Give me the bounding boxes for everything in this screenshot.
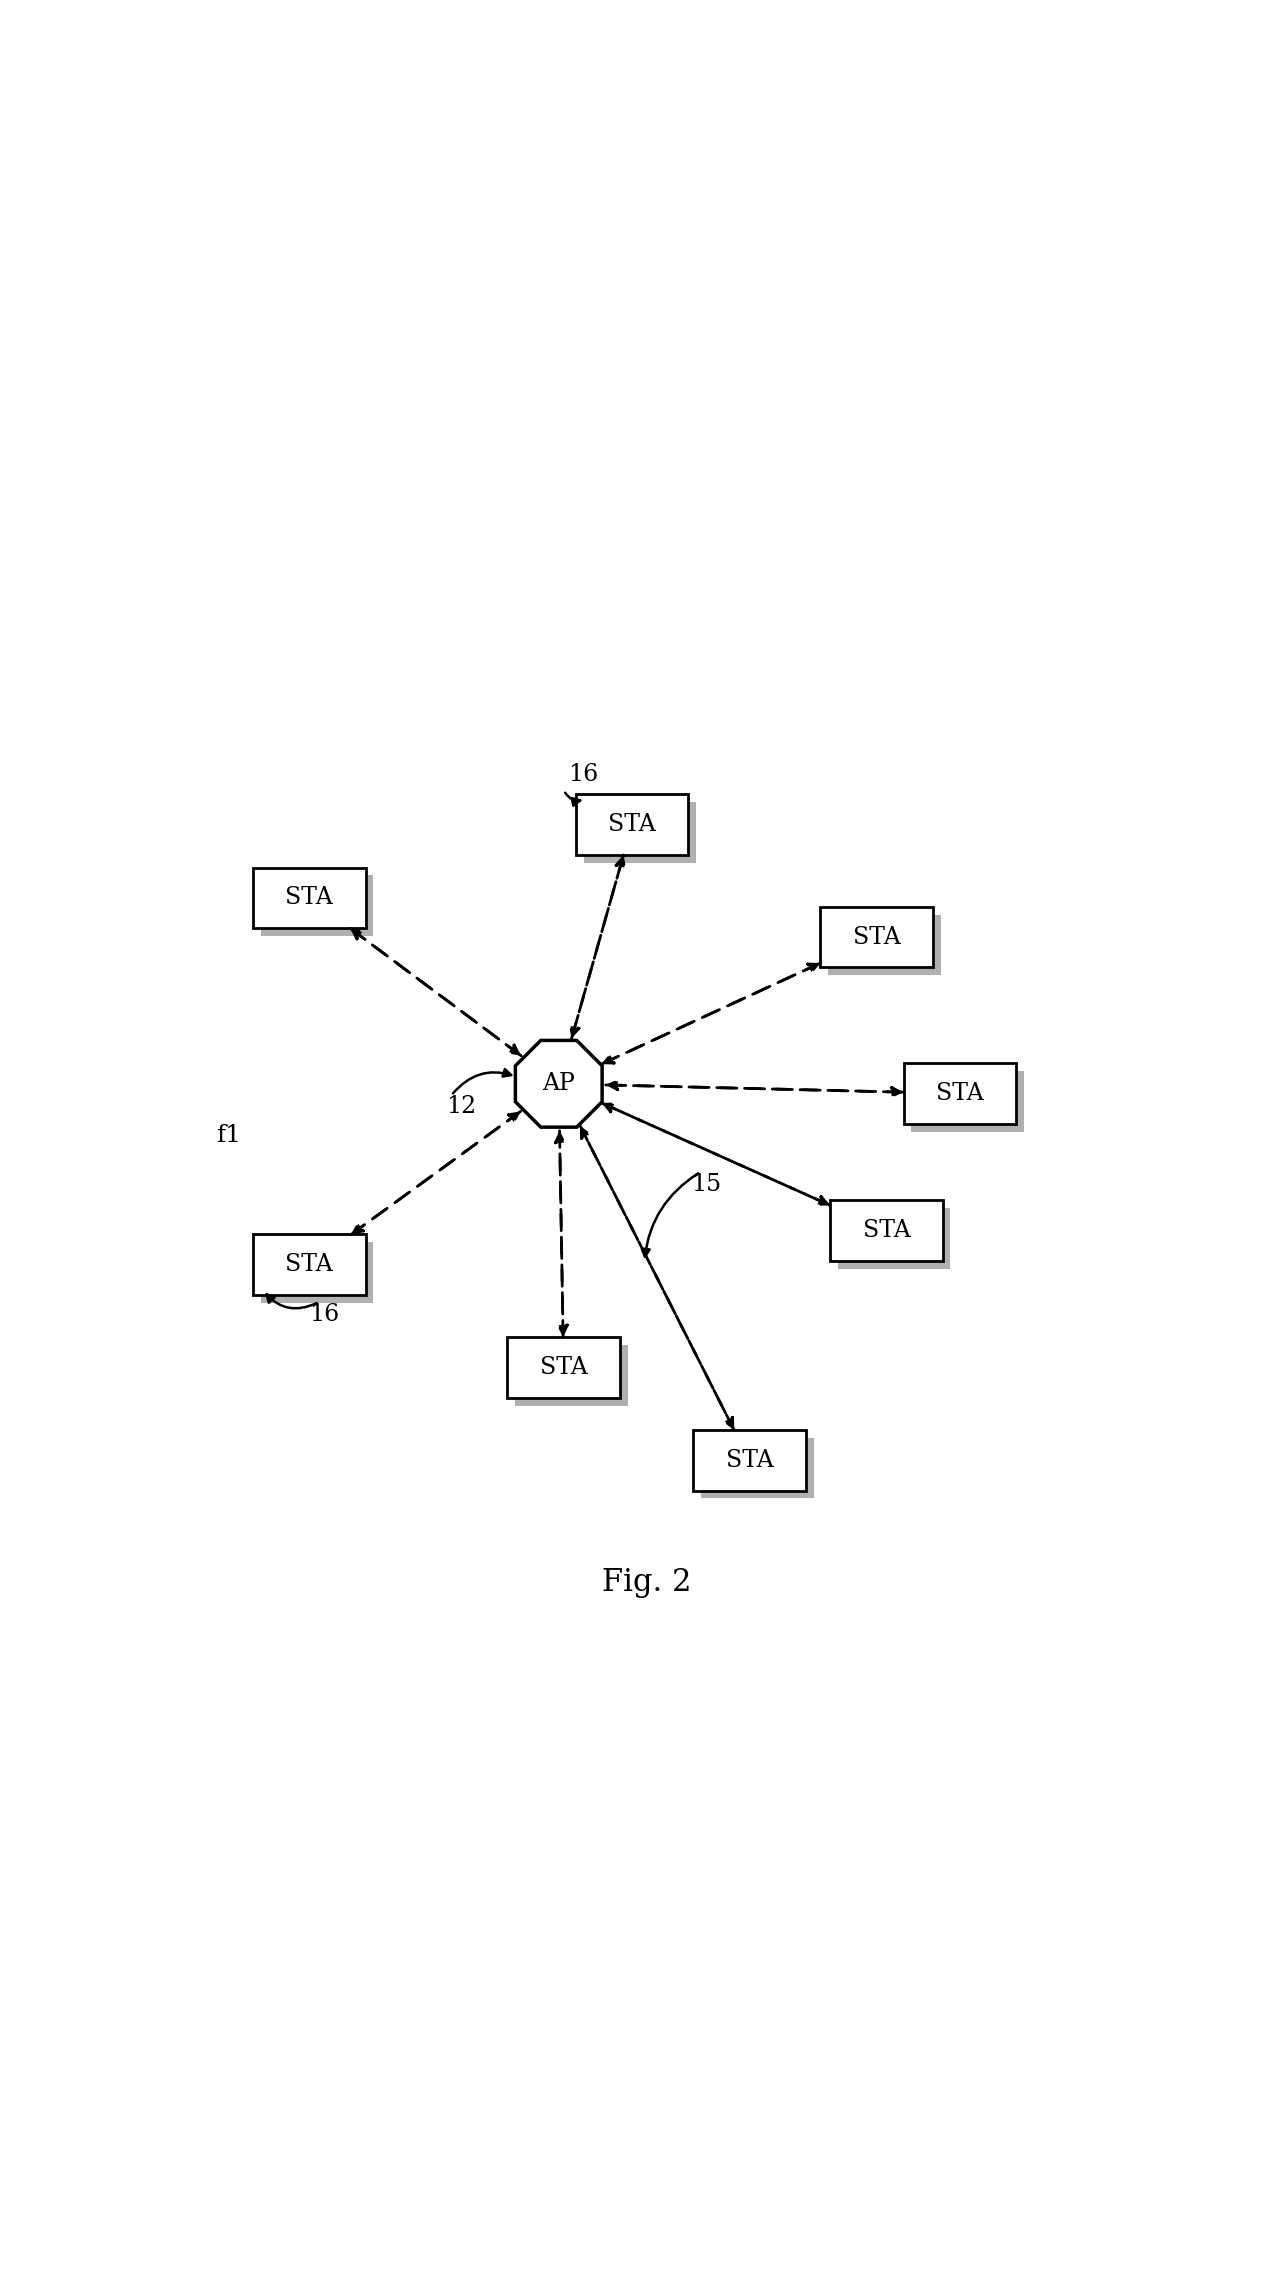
Text: f1: f1	[217, 1125, 241, 1147]
Text: 16: 16	[309, 1304, 339, 1327]
FancyBboxPatch shape	[507, 1338, 620, 1397]
FancyBboxPatch shape	[261, 875, 374, 936]
Text: STA: STA	[936, 1081, 983, 1104]
FancyBboxPatch shape	[830, 1200, 943, 1261]
Text: STA: STA	[862, 1220, 910, 1243]
FancyBboxPatch shape	[820, 907, 933, 968]
FancyBboxPatch shape	[515, 1345, 627, 1406]
FancyBboxPatch shape	[254, 868, 366, 929]
Text: 15: 15	[690, 1172, 721, 1197]
FancyBboxPatch shape	[828, 916, 940, 975]
Text: STA: STA	[608, 813, 656, 836]
FancyBboxPatch shape	[693, 1429, 805, 1490]
Text: AP: AP	[543, 1072, 575, 1095]
FancyBboxPatch shape	[838, 1209, 950, 1268]
FancyBboxPatch shape	[575, 795, 688, 854]
Text: Fig. 2: Fig. 2	[602, 1568, 692, 1597]
Text: STA: STA	[540, 1356, 588, 1379]
FancyBboxPatch shape	[702, 1438, 814, 1500]
Text: STA: STA	[285, 886, 333, 909]
FancyBboxPatch shape	[904, 1063, 1016, 1125]
Text: STA: STA	[726, 1450, 774, 1472]
Text: STA: STA	[853, 925, 901, 950]
FancyBboxPatch shape	[584, 802, 697, 863]
FancyBboxPatch shape	[254, 1234, 366, 1295]
FancyBboxPatch shape	[911, 1070, 1023, 1131]
Text: STA: STA	[285, 1254, 333, 1277]
Text: 16: 16	[568, 763, 598, 786]
FancyBboxPatch shape	[261, 1243, 374, 1302]
Text: 12: 12	[447, 1095, 477, 1118]
Polygon shape	[515, 1041, 602, 1127]
